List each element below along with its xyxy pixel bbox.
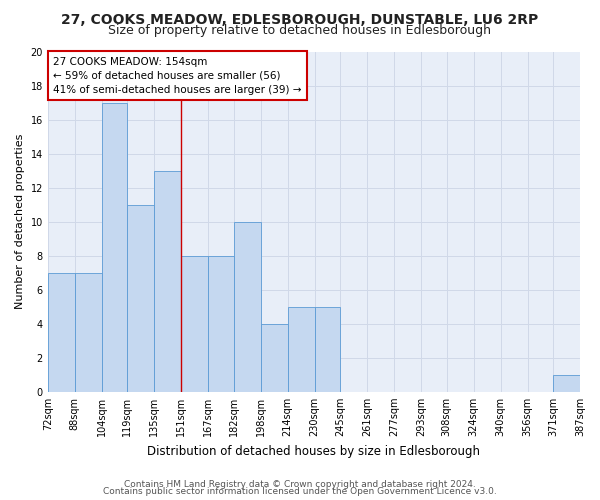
Bar <box>154 170 181 392</box>
Text: Size of property relative to detached houses in Edlesborough: Size of property relative to detached ho… <box>109 24 491 37</box>
Bar <box>127 204 154 392</box>
Bar <box>48 272 75 392</box>
Bar <box>260 324 288 392</box>
Bar <box>208 256 233 392</box>
Bar <box>315 306 340 392</box>
Bar <box>102 102 127 392</box>
X-axis label: Distribution of detached houses by size in Edlesborough: Distribution of detached houses by size … <box>148 444 481 458</box>
Bar <box>181 256 208 392</box>
Text: 27 COOKS MEADOW: 154sqm
← 59% of detached houses are smaller (56)
41% of semi-de: 27 COOKS MEADOW: 154sqm ← 59% of detache… <box>53 56 302 94</box>
Bar <box>233 222 260 392</box>
Text: Contains HM Land Registry data © Crown copyright and database right 2024.: Contains HM Land Registry data © Crown c… <box>124 480 476 489</box>
Text: Contains public sector information licensed under the Open Government Licence v3: Contains public sector information licen… <box>103 487 497 496</box>
Bar <box>75 272 102 392</box>
Y-axis label: Number of detached properties: Number of detached properties <box>15 134 25 310</box>
Bar <box>553 375 580 392</box>
Text: 27, COOKS MEADOW, EDLESBOROUGH, DUNSTABLE, LU6 2RP: 27, COOKS MEADOW, EDLESBOROUGH, DUNSTABL… <box>61 12 539 26</box>
Bar <box>288 306 315 392</box>
